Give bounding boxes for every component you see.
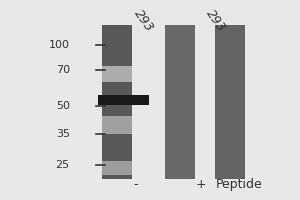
Text: +: +	[195, 178, 206, 191]
FancyBboxPatch shape	[215, 25, 245, 179]
Text: 293: 293	[203, 7, 228, 34]
Text: 25: 25	[56, 160, 70, 170]
Text: 100: 100	[49, 40, 70, 50]
Text: 50: 50	[56, 101, 70, 111]
FancyBboxPatch shape	[165, 25, 195, 179]
Text: 293: 293	[132, 7, 156, 34]
FancyBboxPatch shape	[102, 161, 132, 175]
Text: 35: 35	[56, 129, 70, 139]
Text: Peptide: Peptide	[216, 178, 262, 191]
FancyBboxPatch shape	[102, 25, 132, 179]
FancyBboxPatch shape	[102, 66, 132, 82]
FancyBboxPatch shape	[102, 116, 132, 134]
FancyBboxPatch shape	[98, 95, 148, 105]
Text: 70: 70	[56, 65, 70, 75]
Text: -: -	[133, 178, 137, 191]
